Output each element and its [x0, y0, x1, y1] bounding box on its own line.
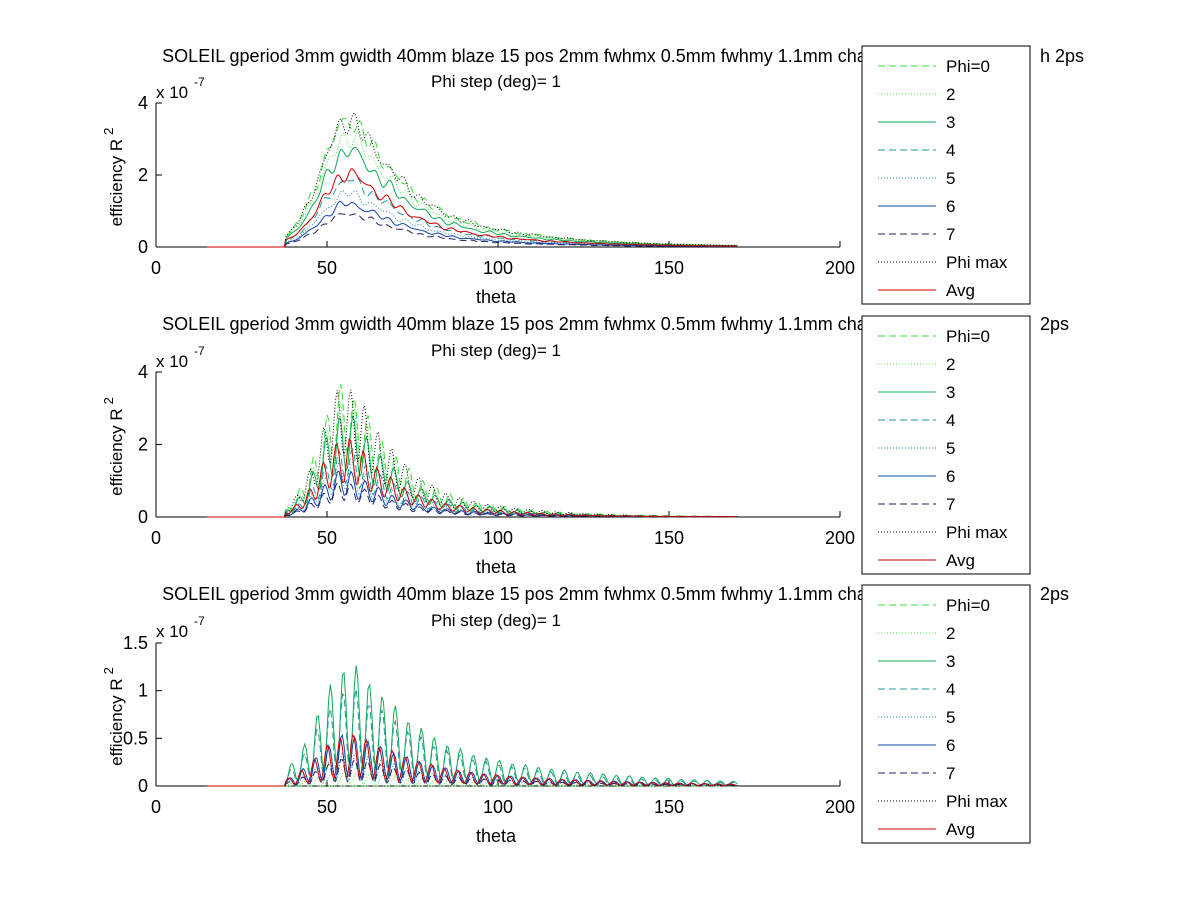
legend-entry-label: 2 [946, 85, 955, 104]
x-tick-label: 200 [825, 258, 855, 278]
series-line-2 [207, 771, 738, 787]
legend-entry-label: 3 [946, 113, 955, 132]
chart-title-tail: 2ps [1040, 584, 1069, 604]
legend-entry-label: Avg [946, 551, 975, 570]
legend-entry-label: Avg [946, 281, 975, 300]
legend-entry-label: Phi=0 [946, 327, 990, 346]
y-axis-label-text: efficiency R [107, 139, 126, 227]
legend-entry-label: 6 [946, 197, 955, 216]
y-multiplier: x 10 -7 [156, 614, 205, 641]
legend-entry-label: 2 [946, 355, 955, 374]
x-tick-label: 150 [654, 258, 684, 278]
legend-entry-label: 4 [946, 411, 955, 430]
x-axis-label: theta [476, 287, 517, 307]
y-axis-label-superscript: 2 [101, 128, 116, 135]
legend-entry-label: 5 [946, 169, 955, 188]
legend-entry-label: Phi max [946, 792, 1008, 811]
legend-entry-label: 7 [946, 225, 955, 244]
chart-subtitle: Phi step (deg)= 1 [431, 341, 561, 360]
x-tick-label: 150 [654, 797, 684, 817]
x-tick-label: 100 [483, 528, 513, 548]
y-tick-label: 0 [138, 507, 148, 527]
chart-subtitle: Phi step (deg)= 1 [431, 611, 561, 630]
legend-entry-label: 6 [946, 467, 955, 486]
subplot-1: SOLEIL gperiod 3mm gwidth 40mm blaze 15 … [101, 45, 1084, 307]
legend-box [861, 315, 1031, 575]
y-axis-label-text: efficiency R [107, 408, 126, 496]
legend-entry-label: 5 [946, 439, 955, 458]
x-tick-label: 50 [317, 797, 337, 817]
x-tick-label: 200 [825, 797, 855, 817]
legend-entry-label: 4 [946, 680, 955, 699]
legend-entry-label: 2 [946, 624, 955, 643]
legend-entry-label: 7 [946, 764, 955, 783]
chart-subtitle: Phi step (deg)= 1 [431, 72, 561, 91]
legend-box [861, 584, 1031, 844]
y-tick-label: 0 [138, 776, 148, 796]
y-multiplier-exponent: -7 [194, 344, 205, 358]
y-tick-label: 4 [138, 93, 148, 113]
x-axis-label: theta [476, 826, 517, 846]
legend-entry-label: 3 [946, 383, 955, 402]
y-multiplier: x 10 -7 [156, 344, 205, 371]
y-multiplier-base: x 10 [156, 83, 188, 102]
legend-entry-label: 7 [946, 495, 955, 514]
subplot-2: SOLEIL gperiod 3mm gwidth 40mm blaze 15 … [101, 314, 1069, 577]
x-tick-label: 200 [825, 528, 855, 548]
y-tick-label: 1 [138, 681, 148, 701]
legend-entry-label: Phi=0 [946, 57, 990, 76]
legend-entry-label: Phi max [946, 253, 1008, 272]
chart-title: SOLEIL gperiod 3mm gwidth 40mm blaze 15 … [162, 46, 918, 66]
series-line-phi-0 [207, 117, 738, 248]
x-tick-label: 0 [151, 797, 161, 817]
chart-title: SOLEIL gperiod 3mm gwidth 40mm blaze 15 … [162, 584, 918, 604]
legend: Phi=0 2 3 4 5 6 7 Phi max Avg [861, 315, 1031, 575]
x-tick-label: 50 [317, 258, 337, 278]
y-axis-label-superscript: 2 [101, 397, 116, 404]
series-line-7 [207, 213, 738, 248]
y-tick-label: 2 [138, 435, 148, 455]
chart-title-tail: h 2ps [1040, 46, 1084, 66]
x-tick-label: 0 [151, 258, 161, 278]
y-tick-label: 0.5 [123, 728, 148, 748]
legend-entry-label: Avg [946, 820, 975, 839]
y-multiplier-base: x 10 [156, 352, 188, 371]
y-tick-label: 1.5 [123, 633, 148, 653]
series-line-avg [207, 733, 738, 787]
x-tick-label: 100 [483, 258, 513, 278]
y-axis-label-superscript: 2 [101, 667, 116, 674]
x-tick-label: 100 [483, 797, 513, 817]
y-axis-label-text: efficiency R [107, 678, 126, 766]
legend: Phi=0 2 3 4 5 6 7 Phi max Avg [861, 584, 1031, 844]
legend-box [861, 45, 1031, 305]
legend-entry-label: 6 [946, 736, 955, 755]
legend-entry-label: Phi=0 [946, 596, 990, 615]
x-tick-label: 50 [317, 528, 337, 548]
y-axis-label: efficiency R 2 [101, 667, 126, 766]
series-line-7 [207, 758, 738, 787]
legend-entry-label: 4 [946, 141, 955, 160]
legend-entry-label: 5 [946, 708, 955, 727]
y-axis-label: efficiency R 2 [101, 128, 126, 227]
y-axis-label: efficiency R 2 [101, 397, 126, 496]
y-multiplier-base: x 10 [156, 622, 188, 641]
chart-title: SOLEIL gperiod 3mm gwidth 40mm blaze 15 … [162, 314, 918, 334]
subplot-3: SOLEIL gperiod 3mm gwidth 40mm blaze 15 … [101, 584, 1069, 846]
chart-title-tail: 2ps [1040, 314, 1069, 334]
y-tick-label: 4 [138, 362, 148, 382]
x-axis-label: theta [476, 557, 517, 577]
series-line-avg [207, 168, 738, 248]
x-tick-label: 150 [654, 528, 684, 548]
y-tick-label: 2 [138, 165, 148, 185]
series-line-avg [207, 437, 738, 518]
x-tick-label: 0 [151, 528, 161, 548]
y-multiplier: x 10 -7 [156, 75, 205, 102]
y-multiplier-exponent: -7 [194, 614, 205, 628]
legend-entry-label: 3 [946, 652, 955, 671]
y-tick-label: 0 [138, 237, 148, 257]
legend-entry-label: Phi max [946, 523, 1008, 542]
y-multiplier-exponent: -7 [194, 75, 205, 89]
legend: Phi=0 2 3 4 5 6 7 Phi max Avg [861, 45, 1031, 305]
